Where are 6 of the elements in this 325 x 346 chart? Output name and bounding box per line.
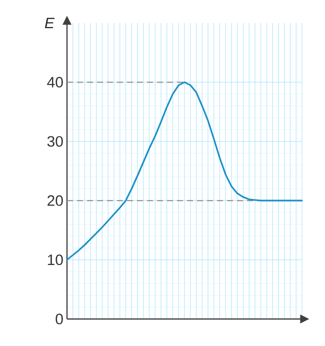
y-tick-label: 0	[56, 314, 63, 324]
y-tick-label: 10	[48, 254, 63, 266]
y-tick-label: 30	[47, 136, 63, 147]
y-axis-title: E	[44, 18, 55, 28]
y-tick-label: 20	[48, 195, 63, 206]
y-tick-label: 40	[47, 76, 63, 88]
